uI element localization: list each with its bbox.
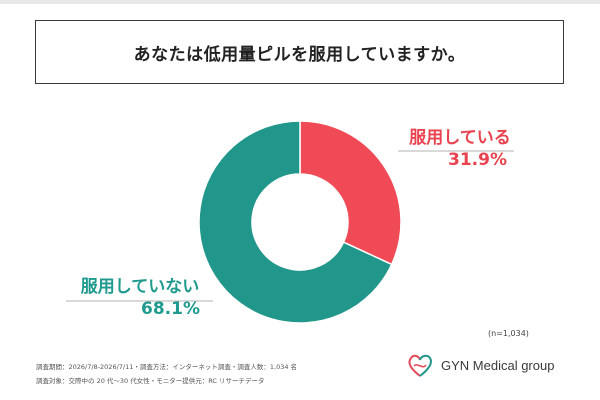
slice-value-not-taking: 68.1% bbox=[141, 299, 200, 319]
slice-label-taking: 服用している 31.9% bbox=[405, 127, 515, 171]
sample-size-note: (n=1,034) bbox=[488, 329, 529, 338]
survey-footer: 調査期間：2026/7/8-2026/7/11・調査方法：インターネット調査・調… bbox=[36, 360, 297, 388]
survey-period-line: 調査期間：2026/7/8-2026/7/11・調査方法：インターネット調査・調… bbox=[36, 363, 298, 371]
top-stripe bbox=[0, 0, 600, 4]
slice-label-not-taking: 服用していない 68.1% bbox=[60, 276, 220, 320]
logo-text: GYN Medical group bbox=[441, 357, 555, 373]
survey-target-line: 調査対象：交際中の 20 代〜30 代女性・モニター提供元：RC リサーチデータ bbox=[36, 377, 265, 385]
chart-title: あなたは低用量ピルを服用していますか。 bbox=[133, 44, 466, 65]
company-logo: GYN Medical group bbox=[405, 350, 554, 380]
slice-name-not-taking: 服用していない bbox=[80, 277, 200, 297]
slice-name-taking: 服用している bbox=[409, 128, 511, 148]
heart-logo-icon bbox=[408, 354, 432, 377]
slice-value-taking: 31.9% bbox=[448, 150, 507, 170]
title-box: あなたは低用量ピルを服用していますか。 bbox=[35, 20, 564, 84]
donut-slice-1 bbox=[198, 120, 393, 324]
donut-slice-0 bbox=[299, 120, 402, 266]
